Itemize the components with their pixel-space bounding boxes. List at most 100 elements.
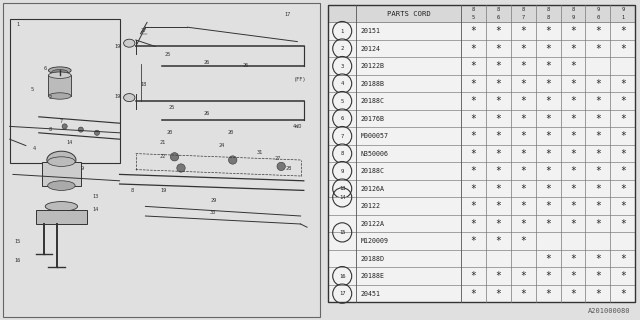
Text: *: *: [520, 131, 526, 141]
Ellipse shape: [49, 72, 71, 78]
Bar: [328, 57, 636, 75]
Text: 8: 8: [497, 7, 500, 12]
Text: 4: 4: [32, 146, 35, 151]
Text: M120009: M120009: [360, 238, 388, 244]
Text: 3: 3: [340, 64, 344, 68]
Bar: [328, 110, 636, 127]
Text: *: *: [620, 79, 626, 89]
Text: 18: 18: [141, 82, 147, 87]
Text: *: *: [470, 131, 476, 141]
Text: 21: 21: [160, 140, 166, 145]
Text: 8: 8: [522, 7, 525, 12]
Circle shape: [177, 164, 185, 172]
Text: 0: 0: [596, 15, 600, 20]
Text: *: *: [620, 96, 626, 106]
Text: *: *: [520, 289, 526, 299]
Text: 20122: 20122: [360, 203, 380, 209]
Ellipse shape: [124, 39, 135, 47]
Text: 14: 14: [339, 195, 346, 200]
Bar: [328, 40, 636, 57]
Bar: [328, 180, 636, 197]
Bar: [328, 215, 636, 232]
Text: 20188E: 20188E: [360, 273, 384, 279]
Text: N350006: N350006: [360, 151, 388, 156]
Text: 16: 16: [339, 274, 346, 279]
Text: *: *: [545, 271, 551, 281]
Text: *: *: [495, 219, 501, 228]
Text: 15: 15: [339, 230, 346, 235]
Text: 6: 6: [44, 66, 47, 71]
Circle shape: [78, 127, 83, 132]
Bar: [328, 92, 636, 110]
Text: *: *: [470, 271, 476, 281]
Text: *: *: [545, 96, 551, 106]
Text: *: *: [470, 219, 476, 228]
Text: 8: 8: [49, 127, 52, 132]
Text: 8: 8: [340, 151, 344, 156]
Bar: [36, 210, 87, 224]
Text: 25: 25: [168, 105, 174, 110]
Ellipse shape: [45, 202, 77, 211]
Text: *: *: [620, 114, 626, 124]
Text: 19: 19: [115, 93, 121, 99]
Text: 16: 16: [15, 258, 20, 263]
Text: 6: 6: [497, 15, 500, 20]
Text: 8: 8: [547, 15, 550, 20]
Text: *: *: [570, 44, 576, 53]
Bar: [328, 197, 636, 215]
Text: 30: 30: [210, 210, 216, 215]
Circle shape: [94, 130, 100, 135]
Text: *: *: [495, 236, 501, 246]
Text: *: *: [495, 271, 501, 281]
Text: *: *: [495, 131, 501, 141]
Text: 1: 1: [340, 28, 344, 34]
Text: *: *: [595, 148, 601, 159]
Text: 9: 9: [340, 169, 344, 174]
Circle shape: [277, 162, 285, 171]
Text: 20122A: 20122A: [360, 220, 384, 227]
Text: 8: 8: [572, 7, 575, 12]
Text: 17: 17: [339, 291, 346, 296]
Text: *: *: [595, 166, 601, 176]
Text: 6: 6: [340, 116, 344, 121]
Text: *: *: [595, 254, 601, 264]
Text: *: *: [495, 44, 501, 53]
Text: *: *: [570, 254, 576, 264]
Text: 19: 19: [115, 44, 121, 49]
Text: 20188B: 20188B: [360, 81, 384, 87]
Text: *: *: [495, 289, 501, 299]
Text: *: *: [470, 201, 476, 211]
Text: *: *: [520, 96, 526, 106]
Text: *: *: [495, 201, 501, 211]
Text: *: *: [495, 26, 501, 36]
Bar: [328, 145, 636, 162]
Bar: [42, 162, 81, 186]
Text: 20: 20: [228, 130, 234, 135]
Text: 26: 26: [204, 111, 210, 116]
Ellipse shape: [47, 151, 76, 169]
Text: 9: 9: [621, 7, 625, 12]
Text: 25: 25: [165, 52, 171, 57]
Text: *: *: [545, 79, 551, 89]
Text: *: *: [520, 236, 526, 246]
Text: 31: 31: [257, 149, 263, 155]
Text: M000057: M000057: [360, 133, 388, 139]
Text: 4WD: 4WD: [292, 124, 302, 129]
Text: *: *: [545, 114, 551, 124]
Text: *: *: [470, 184, 476, 194]
Bar: [328, 22, 636, 40]
Text: 26: 26: [204, 60, 210, 65]
Text: *: *: [570, 114, 576, 124]
Bar: [328, 5, 636, 22]
Text: *: *: [620, 166, 626, 176]
Text: *: *: [595, 96, 601, 106]
Text: *: *: [495, 166, 501, 176]
Ellipse shape: [47, 181, 75, 190]
Text: *: *: [495, 79, 501, 89]
Circle shape: [170, 153, 179, 161]
Text: 5: 5: [31, 87, 34, 92]
Text: 28: 28: [286, 165, 292, 171]
Text: *: *: [470, 114, 476, 124]
Bar: [10, 19, 120, 163]
Bar: [49, 75, 71, 96]
